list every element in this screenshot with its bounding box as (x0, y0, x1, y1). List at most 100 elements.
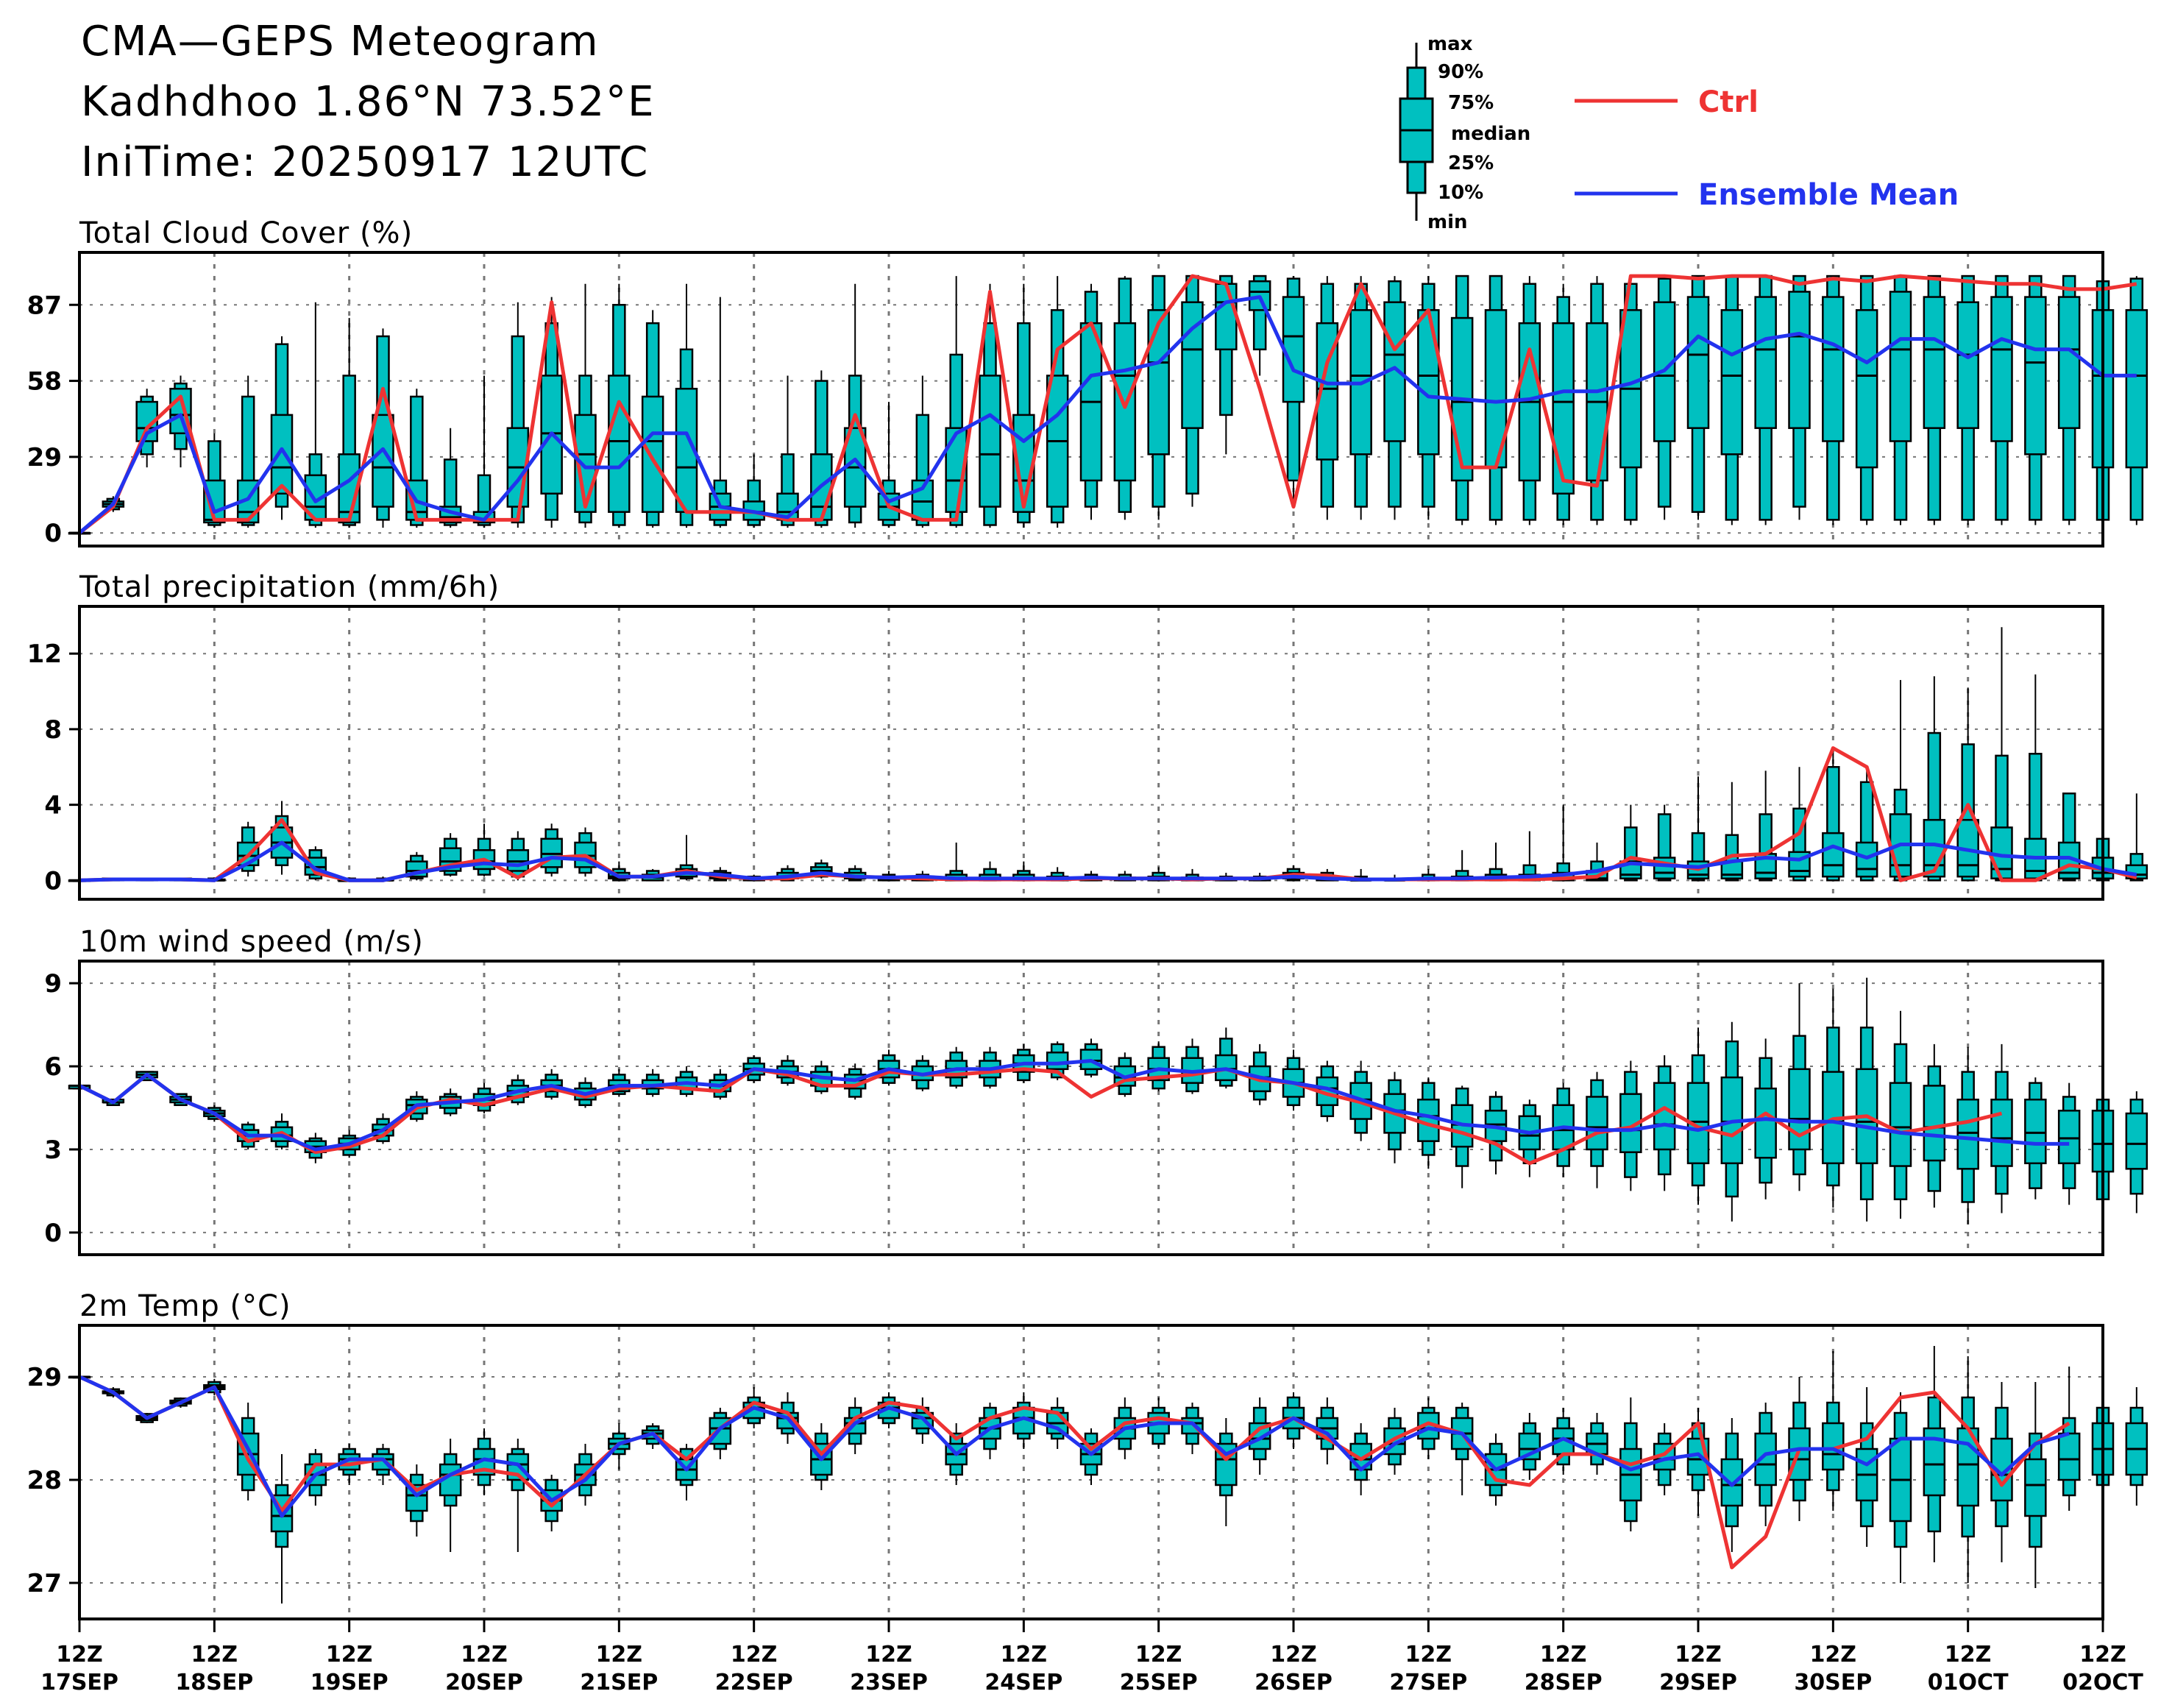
box-iqr (608, 375, 631, 513)
box-plot (1552, 804, 1575, 882)
x-tick-hour: 12Z (2079, 1642, 2126, 1668)
box-plot (1181, 1038, 1204, 1094)
x-tick-date: 28SEP (1525, 1670, 1603, 1695)
box-plot (1316, 276, 1339, 520)
box-plot (2125, 276, 2148, 525)
box-plot (1923, 1346, 1946, 1562)
box-iqr (1552, 322, 1575, 495)
box-plot (270, 801, 294, 875)
box-iqr (1822, 832, 1845, 878)
box-plot (1754, 770, 1777, 882)
box-plot (1754, 1403, 1777, 1526)
box-iqr (2125, 309, 2148, 469)
box-plot (1113, 276, 1137, 520)
box-key-75: 75% (1448, 92, 1494, 114)
x-tick-hour: 12Z (1675, 1642, 1722, 1668)
box-plot (1686, 274, 1710, 520)
box-key-upper-tail (1406, 66, 1427, 100)
box-plot (439, 1439, 462, 1552)
box-plot (1653, 804, 1676, 882)
x-tick-hour: 12Z (1001, 1642, 1048, 1668)
x-tick-date: 01OCT (1928, 1670, 2009, 1695)
x-tick-hour: 12Z (731, 1642, 778, 1668)
box-plot (911, 375, 934, 528)
legend-ctrl-label: Ctrl (1698, 85, 1759, 119)
box-plot (1586, 1413, 1608, 1475)
box-plot (945, 842, 968, 882)
box-iqr (979, 375, 1001, 508)
panel-frame (78, 605, 2104, 901)
box-iqr (372, 414, 394, 508)
x-tick-hour: 12Z (1270, 1642, 1317, 1668)
box-iqr (1113, 322, 1137, 482)
box-iqr (2125, 1112, 2148, 1170)
box-plot (1215, 1027, 1238, 1089)
box-plot (540, 1475, 563, 1531)
box-plot (1788, 767, 1811, 882)
box-plot (1619, 804, 1642, 882)
box-plot (1552, 283, 1575, 525)
box-iqr (1990, 296, 2013, 442)
box-plot (1990, 1043, 2013, 1213)
box-iqr (1956, 301, 1979, 429)
box-plot (236, 375, 260, 528)
box-key-max: max (1427, 33, 1473, 55)
box-plot (574, 283, 597, 528)
x-tick-date: 26SEP (1255, 1670, 1333, 1695)
box-iqr (270, 414, 294, 495)
panel-title: Total precipitation (mm/6h) (79, 570, 500, 604)
box-plot (2057, 274, 2081, 525)
box-iqr (1417, 309, 1440, 456)
box-plot (1349, 276, 1372, 520)
box-plot (641, 310, 664, 528)
y-tick-label: 4 (44, 791, 62, 821)
box-plot (270, 1454, 294, 1604)
x-tick-hour: 12Z (461, 1642, 508, 1668)
box-plot (1079, 283, 1103, 520)
box-plot (1653, 276, 1676, 520)
box-plot (1586, 1071, 1608, 1188)
box-key: max 90% 75% median 25% 10% min (1399, 33, 1530, 233)
y-tick-label: 12 (27, 639, 62, 669)
box-plot (1956, 274, 1979, 525)
box-plot (1923, 274, 1946, 525)
box-iqr (1720, 309, 1744, 456)
location-label: Kadhdhoo 1.86°N 73.52°E (81, 78, 656, 126)
box-plot (1079, 1428, 1103, 1485)
box-plot (776, 375, 799, 528)
box-plot (2024, 274, 2047, 525)
box-plot (1147, 274, 1170, 520)
box-plot (1012, 283, 1035, 528)
x-tick-hour: 12Z (1810, 1642, 1857, 1668)
box-plot (1788, 274, 1811, 520)
box-plot (1113, 1052, 1137, 1097)
box-iqr (1653, 1082, 1676, 1151)
y-tick-label: 0 (44, 866, 62, 896)
box-plot (810, 370, 833, 528)
y-tick-label: 27 (27, 1569, 62, 1598)
x-tick-date: 21SEP (580, 1670, 658, 1695)
box-plot (2024, 674, 2047, 882)
box-iqr (1990, 1098, 2013, 1167)
y-tick-label: 6 (44, 1052, 62, 1082)
panel-title: 2m Temp (°C) (79, 1289, 291, 1323)
box-plot (1484, 842, 1508, 882)
box-iqr (1686, 296, 1710, 429)
box-plot (1282, 276, 1305, 507)
box-plot (1450, 1403, 1474, 1495)
box-plot (1079, 1038, 1103, 1078)
box-iqr (1889, 1082, 1912, 1167)
ctrl-line (78, 274, 2137, 535)
box-iqr (1889, 291, 1912, 442)
time-axis: 12Z17SEP12Z18SEP12Z19SEP12Z20SEP12Z21SEP… (40, 1619, 2143, 1695)
x-tick-date: 18SEP (175, 1670, 253, 1695)
box-plot (1956, 1046, 1979, 1225)
y-tick-label: 9 (44, 969, 62, 999)
box-plot (979, 283, 1001, 528)
y-tick-label: 29 (27, 443, 62, 472)
ensemble-mean-line (78, 1375, 2070, 1518)
box-plot (506, 831, 530, 881)
box-plot (1518, 1099, 1541, 1177)
box-plot (1889, 1010, 1912, 1219)
box-plot (1586, 276, 1608, 525)
